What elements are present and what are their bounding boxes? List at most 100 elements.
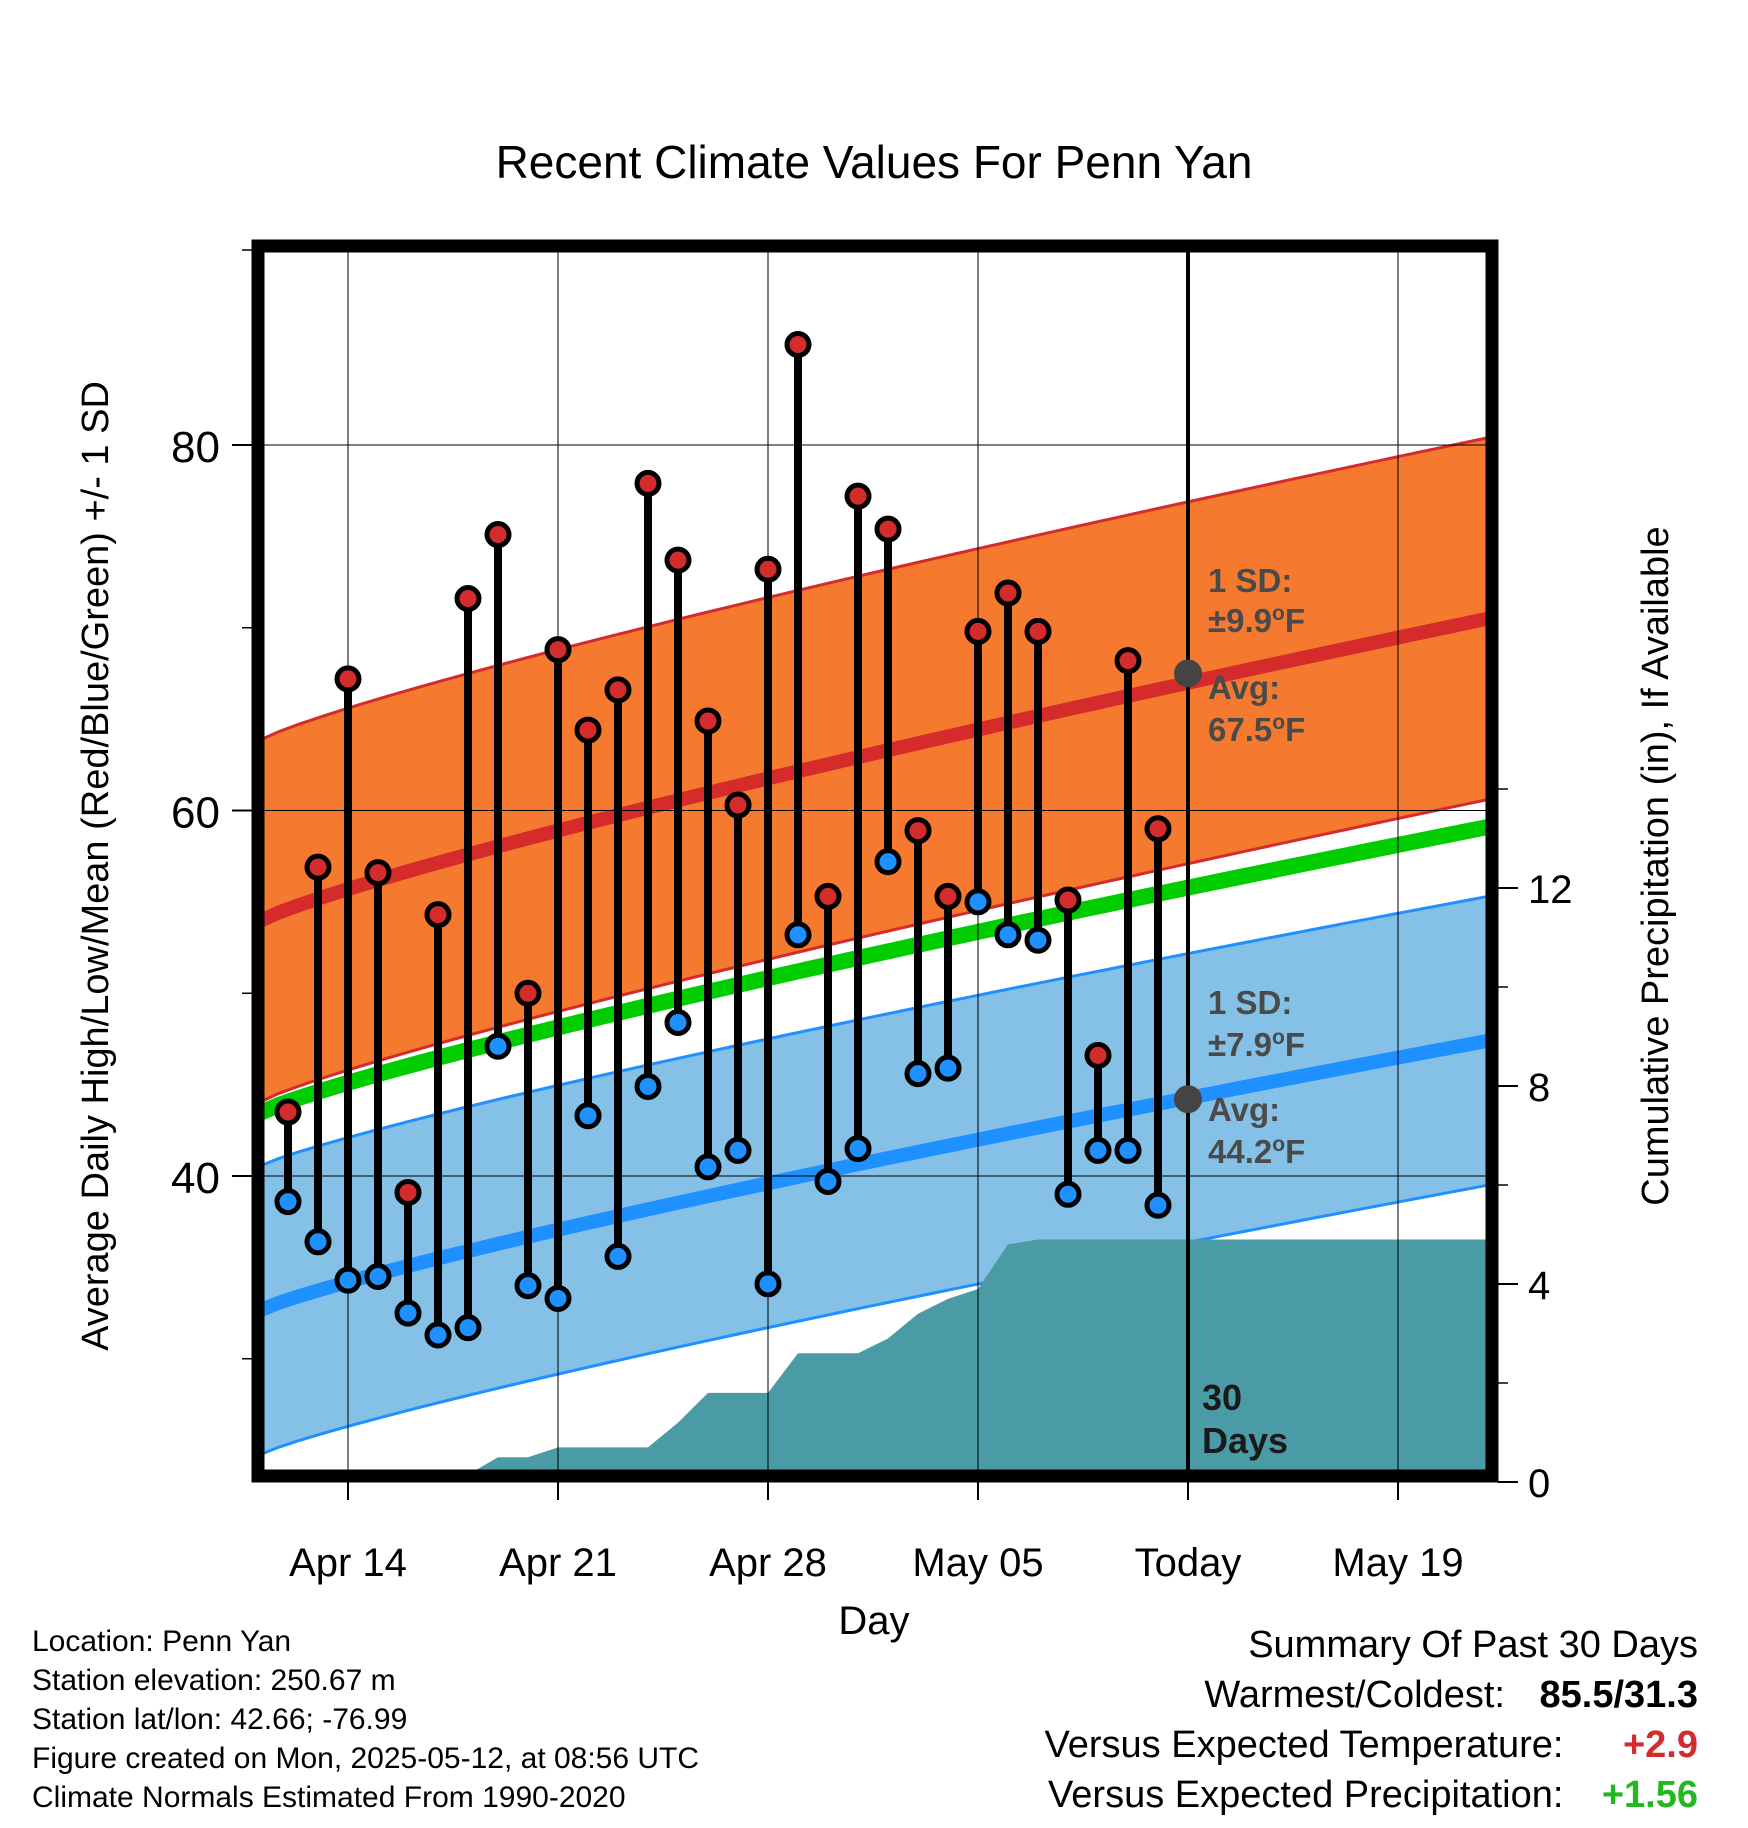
high-sd-lower-line	[264, 798, 1486, 1102]
high-temp-point	[1114, 647, 1142, 675]
low-temp-point	[1144, 1191, 1172, 1219]
low-temp-point	[694, 1153, 722, 1181]
normal-low-line	[264, 1034, 1486, 1317]
low-temp-point	[724, 1136, 752, 1164]
low-temp-point	[874, 848, 902, 876]
plot-frame	[251, 239, 1499, 1483]
latlon-text: Station lat/lon: 42.66; -76.99	[32, 1703, 408, 1736]
high-temp-point	[274, 1098, 302, 1126]
high-temp-point	[544, 636, 572, 664]
days-word-label: Days	[1202, 1420, 1288, 1461]
low-temp-point	[364, 1263, 392, 1291]
y-tick-label: 40	[171, 1154, 220, 1203]
low-temp-point	[544, 1284, 572, 1312]
high-temp-point	[814, 882, 842, 910]
y2-tick-label: 12	[1528, 868, 1573, 912]
high-temp-point	[754, 555, 782, 583]
high-temp-point	[724, 791, 752, 819]
high-temp-point	[934, 882, 962, 910]
high-temp-point	[1054, 886, 1082, 914]
summary-warmest-row: Warmest/Coldest: 85.5/31.3	[1045, 1670, 1698, 1720]
low-temp-point	[634, 1072, 662, 1100]
normal-high-line	[264, 611, 1486, 927]
high-temp-point	[784, 330, 812, 358]
low-temp-point	[1084, 1136, 1112, 1164]
low-temp-point	[424, 1321, 452, 1349]
x-tick-label: Apr 21	[499, 1541, 617, 1585]
chart-title: Recent Climate Values For Penn Yan	[496, 136, 1253, 188]
x-tick-label: May 19	[1332, 1541, 1463, 1585]
low-sd-band	[264, 896, 1486, 1454]
precip-value: +1.56	[1601, 1774, 1698, 1816]
low-sd-value: ±7.9oF	[1208, 1026, 1305, 1063]
low-sd-label: 1 SD:	[1208, 984, 1292, 1021]
y-tick-label: 60	[171, 789, 220, 838]
y2-tick-label: 0	[1528, 1462, 1550, 1506]
low-temp-point	[814, 1167, 842, 1195]
high-temp-point	[484, 521, 512, 549]
high-temp-point	[454, 585, 482, 613]
y2-tick-label: 8	[1528, 1066, 1550, 1110]
low-temp-point	[394, 1299, 422, 1327]
low-temp-point	[454, 1314, 482, 1342]
station-info: Location: Penn Yan Station elevation: 25…	[32, 1622, 699, 1817]
temperature-marks	[274, 246, 1202, 1476]
high-temp-point	[994, 579, 1022, 607]
low-temp-point	[574, 1102, 602, 1130]
high-temp-point	[514, 979, 542, 1007]
low-temp-point	[334, 1266, 362, 1294]
low-temp-point	[1114, 1136, 1142, 1164]
x-axis-label: Day	[838, 1599, 909, 1643]
temp-label: Versus Expected Temperature:	[1044, 1724, 1564, 1766]
summary-temp-row: Versus Expected Temperature: +2.9	[1045, 1720, 1698, 1770]
axes: 40 60 80 0 4 8 12 Apr 14 Apr 21 Apr 28 May 05 Today…	[75, 239, 1677, 1643]
low-temp-point	[904, 1060, 932, 1088]
low-temp-point	[514, 1272, 542, 1300]
low-avg-marker	[1174, 1085, 1202, 1114]
low-temp-point	[964, 888, 992, 916]
normal-mean-line	[264, 819, 1486, 1120]
high-temp-point	[1084, 1041, 1112, 1069]
high-temp-point	[424, 901, 452, 929]
low-sd-lower-line	[264, 1183, 1486, 1455]
low-temp-point	[304, 1228, 332, 1256]
low-temp-point	[664, 1008, 692, 1036]
x-tick-label: Apr 28	[709, 1541, 827, 1585]
x-tick-label: May 05	[912, 1541, 1043, 1585]
low-temp-point	[1024, 926, 1052, 954]
low-sd-upper-line	[264, 895, 1486, 1167]
high-sd-label: 1 SD:	[1208, 562, 1292, 599]
low-temp-point	[844, 1135, 872, 1163]
created-text: Figure created on Mon, 2025-05-12, at 08…	[32, 1742, 700, 1775]
low-temp-point	[934, 1054, 962, 1082]
low-temp-point	[484, 1032, 512, 1060]
high-avg-label: Avg:	[1208, 669, 1280, 706]
low-avg-label: Avg:	[1208, 1091, 1280, 1128]
low-temp-point	[274, 1188, 302, 1216]
high-temp-point	[394, 1178, 422, 1206]
warmest-value: 85.5/31.3	[1539, 1674, 1698, 1716]
low-temp-point	[994, 921, 1022, 949]
low-temp-point	[604, 1242, 632, 1270]
high-avg-marker	[1174, 659, 1202, 688]
high-temp-point	[604, 676, 632, 704]
high-temp-point	[334, 665, 362, 693]
summary-title: Summary Of Past 30 Days	[1248, 1624, 1698, 1666]
precip-area	[475, 1239, 1486, 1470]
y-axis-label: Average Daily High/Low/Mean (Red/Blue/Gr…	[75, 381, 117, 1351]
y-tick-label: 80	[171, 423, 220, 472]
precip-label: Versus Expected Precipitation:	[1048, 1774, 1564, 1816]
x-tick-label: Today	[1135, 1541, 1242, 1585]
y2-axis-label: Cumulative Precipitation (in), If Availa…	[1635, 526, 1677, 1205]
high-temp-point	[694, 707, 722, 735]
high-temp-point	[904, 817, 932, 845]
low-temp-point	[784, 921, 812, 949]
high-temp-point	[664, 546, 692, 574]
high-temp-point	[844, 482, 872, 510]
low-avg-value: 44.2oF	[1208, 1133, 1305, 1170]
high-sd-upper-line	[264, 436, 1486, 740]
high-temp-point	[574, 716, 602, 744]
high-temp-point	[1144, 815, 1172, 843]
